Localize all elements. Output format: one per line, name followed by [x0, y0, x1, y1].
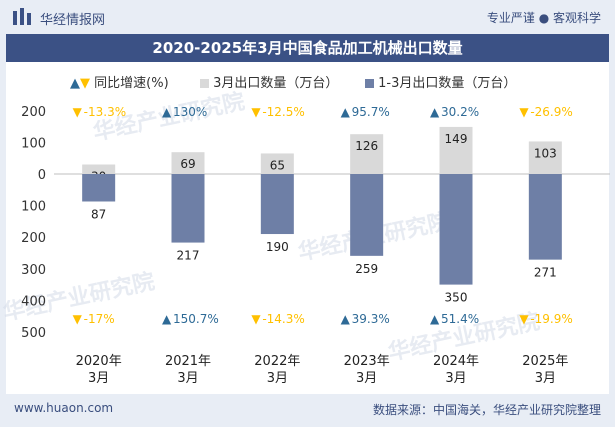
growth-cumulative-label: 150.7% [173, 312, 219, 326]
legend-march-swatch [200, 79, 209, 88]
plot-area [6, 62, 609, 394]
x-tick-label-month: 3月 [88, 371, 109, 386]
growth-up-icon: ▲ [341, 105, 351, 119]
growth-march-label: -13.3% [84, 105, 126, 119]
growth-cumulative-label: -14.3% [262, 312, 304, 326]
y-tick-label: 300 [21, 263, 46, 278]
footer: www.huaon.com 数据来源：中国海关，华经产业研究院整理 [0, 394, 615, 427]
x-tick-label-year: 2025年 [522, 354, 568, 369]
x-tick-label-month: 3月 [177, 371, 198, 386]
legend-cumulative: 1-3月出口数量（万台） [365, 72, 516, 91]
bar-cumulative [171, 174, 205, 243]
bar-march [171, 152, 205, 174]
x-tick-label-year: 2020年 [76, 354, 122, 369]
legend-cumulative-swatch [365, 79, 374, 88]
growth-down-icon: ▼ [73, 312, 83, 326]
growth-march-label: -12.5% [262, 105, 304, 119]
y-tick-label: 200 [21, 105, 46, 120]
up-triangle-icon: ▲ [70, 76, 80, 91]
bar-march-value-label: 69 [180, 157, 195, 171]
y-tick-label: 0 [38, 168, 46, 183]
x-tick-label-month: 3月 [535, 371, 556, 386]
growth-march-label: -26.9% [530, 105, 572, 119]
title-bar: 2020-2025年3月中国食品加工机械出口数量 [6, 34, 609, 62]
x-tick-label-year: 2021年 [165, 354, 211, 369]
growth-up-icon: ▲ [430, 105, 440, 119]
tagline: 专业严谨 ● 客观科学 [486, 11, 601, 25]
bar-march [350, 134, 384, 174]
bar-cumulative [260, 174, 294, 235]
x-tick-label-month: 3月 [356, 371, 377, 386]
growth-cumulative-label: 39.3% [352, 312, 390, 326]
legend-growth: ▲▼ 同比增速(%) [70, 72, 169, 91]
y-tick-label: 400 [21, 294, 46, 309]
bar-cumulative [528, 174, 562, 260]
growth-march-label: 95.7% [352, 105, 390, 119]
x-tick-label-year: 2022年 [254, 354, 300, 369]
growth-cumulative-label: -17% [84, 312, 115, 326]
growth-down-icon: ▼ [519, 105, 529, 119]
growth-down-icon: ▼ [519, 312, 529, 326]
growth-cumulative-label: 51.4% [441, 312, 479, 326]
bar-march [528, 141, 562, 174]
bar-march [260, 153, 294, 174]
growth-march-label: 130% [173, 105, 207, 119]
growth-up-icon: ▲ [430, 312, 440, 326]
bar-cumulative-value-label: 271 [534, 266, 557, 280]
bar-march [439, 126, 473, 174]
down-triangle-icon: ▼ [80, 76, 90, 91]
bar-march-value-label: 103 [534, 146, 557, 160]
growth-down-icon: ▼ [251, 105, 261, 119]
growth-march-label: 30.2% [441, 105, 479, 119]
legend-cumulative-label: 1-3月出口数量（万台） [378, 76, 517, 91]
bar-march-value-label: 126 [355, 139, 378, 153]
bar-cumulative-value-label: 87 [91, 207, 106, 221]
growth-up-icon: ▲ [341, 312, 351, 326]
legend-growth-label: 同比增速(%) [94, 76, 169, 91]
y-tick-label: 200 [21, 231, 46, 246]
bar-cumulative [350, 174, 384, 256]
huajing-logo-icon [13, 8, 31, 25]
x-tick-label-month: 3月 [445, 371, 466, 386]
bar-cumulative [82, 174, 116, 202]
y-tick-label: 100 [21, 136, 46, 151]
growth-down-icon: ▼ [73, 105, 83, 119]
x-tick-label-year: 2023年 [344, 354, 390, 369]
legend-march: 3月出口数量（万台） [200, 72, 338, 91]
x-tick-label-month: 3月 [267, 371, 288, 386]
bar-march [82, 164, 116, 174]
bar-cumulative [439, 174, 473, 285]
data-source: 数据来源：中国海关，华经产业研究院整理 [372, 403, 601, 417]
y-tick-label: 100 [21, 200, 46, 215]
top-bar: 华经情报网 专业严谨 ● 客观科学 [0, 0, 615, 34]
growth-cumulative-label: -19.9% [530, 312, 572, 326]
growth-up-icon: ▲ [162, 105, 172, 119]
legend-march-label: 3月出口数量（万台） [213, 76, 339, 91]
bar-cumulative-value-label: 217 [177, 249, 200, 263]
chart-title: 2020-2025年3月中国食品加工机械出口数量 [152, 39, 463, 57]
x-tick-label-year: 2024年 [433, 354, 479, 369]
bar-march-value-label: 149 [445, 132, 468, 146]
site-url: www.huaon.com [14, 401, 114, 415]
bar-cumulative-value-label: 350 [445, 291, 468, 305]
bar-cumulative-value-label: 190 [266, 240, 289, 254]
growth-up-icon: ▲ [162, 312, 172, 326]
growth-down-icon: ▼ [251, 312, 261, 326]
bar-cumulative-value-label: 259 [355, 262, 378, 276]
bar-march-value-label: 65 [270, 158, 285, 172]
brand-name: 华经情报网 [40, 13, 106, 28]
y-tick-label: 500 [21, 326, 46, 341]
